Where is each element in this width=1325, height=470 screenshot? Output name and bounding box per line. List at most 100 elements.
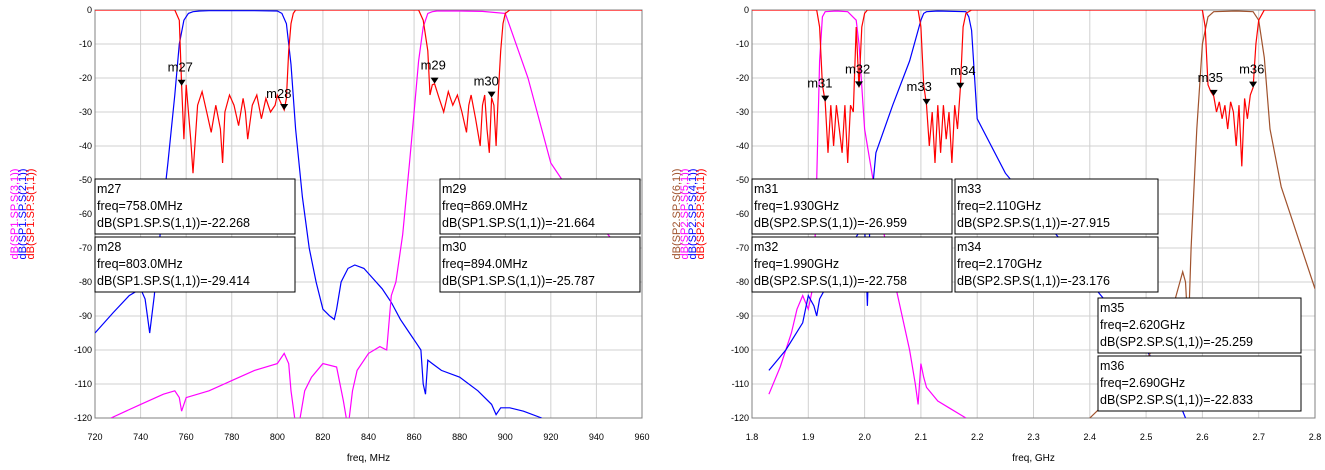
- marker-readout-line: freq=894.0MHz: [442, 257, 528, 271]
- marker-readout-m36: m36 freq=2.690GHz dB(SP2.SP.S(1,1))=-22.83…: [1097, 355, 1302, 412]
- y-tick-label: -50: [736, 175, 749, 185]
- marker-readout-m27: m27 freq=758.0MHz dB(SP1.SP.S(1,1))=-22.26…: [94, 178, 296, 235]
- series-group: [95, 10, 642, 418]
- marker-readout-line: dB(SP1.SP.S(1,1))=-22.268: [97, 216, 250, 230]
- marker-readout-m31: m31 freq=1.930GHz dB(SP2.SP.S(1,1))=-26.95…: [751, 178, 953, 235]
- x-tick-label: 760: [179, 432, 194, 442]
- marker-m29-label: m29: [421, 58, 446, 73]
- y-tick-label: -60: [736, 209, 749, 219]
- marker-readout-line: m36: [1100, 359, 1124, 373]
- x-tick-label: 720: [87, 432, 102, 442]
- marker-m31-triangle: [821, 95, 830, 102]
- y-tick-label: -90: [736, 311, 749, 321]
- marker-m32-triangle: [854, 81, 863, 88]
- marker-readout-line: dB(SP2.SP.S(1,1))=-22.833: [1100, 393, 1253, 407]
- marker-readout-m34: m34 freq=2.170GHz dB(SP2.SP.S(1,1))=-23.17…: [954, 236, 1159, 293]
- marker-readout-m28: m28 freq=803.0MHz dB(SP1.SP.S(1,1))=-29.41…: [94, 236, 296, 293]
- series-line-3: [95, 10, 642, 174]
- marker-readout-line: freq=1.930GHz: [754, 199, 839, 213]
- y-tick-label: -110: [75, 379, 92, 389]
- marker-m36-label: m36: [1239, 62, 1264, 77]
- y-tick-label: -80: [736, 277, 749, 287]
- y-axis-title-part: dB(SP2.SP.S(1,1)): [695, 169, 707, 260]
- marker-m27-label: m27: [168, 60, 193, 75]
- x-tick-label: 800: [270, 432, 285, 442]
- y-tick-label: -20: [736, 73, 749, 83]
- x-axis-title: freq, GHz: [1012, 453, 1055, 464]
- y-tick-label: -10: [79, 39, 92, 49]
- marker-m34-triangle: [956, 82, 965, 89]
- y-tick-label: -110: [732, 379, 749, 389]
- marker-m29-triangle: [430, 77, 439, 84]
- y-tick-label: -50: [79, 175, 92, 185]
- marker-m28-label: m28: [266, 86, 291, 101]
- marker-m32-label: m32: [845, 61, 870, 76]
- x-tick-label: 880: [452, 432, 467, 442]
- x-tick-label: 960: [634, 432, 649, 442]
- x-tick-label: 1.9: [802, 432, 815, 442]
- marker-readout-line: dB(SP2.SP.S(1,1))=-23.176: [957, 274, 1110, 288]
- x-tick-label: 900: [498, 432, 513, 442]
- x-tick-label: 1.8: [746, 432, 759, 442]
- marker-m36-triangle: [1249, 81, 1258, 88]
- marker-readout-line: m30: [442, 240, 466, 254]
- marker-readout-line: m33: [957, 182, 981, 196]
- chart-panel-1: 720 740 760 780 800 820 840 860 880 900 920 940 960 0…: [9, 5, 650, 464]
- marker-readout-m32: m32 freq=1.990GHz dB(SP2.SP.S(1,1))=-22.75…: [751, 236, 953, 293]
- marker-readout-line: m35: [1100, 301, 1124, 315]
- series-line-2: [110, 10, 620, 418]
- x-tick-label: 2.3: [1027, 432, 1040, 442]
- marker-readout-line: dB(SP2.SP.S(1,1))=-25.259: [1100, 335, 1253, 349]
- x-tick-label: 820: [315, 432, 330, 442]
- marker-readout-line: dB(SP1.SP.S(1,1))=-29.414: [97, 274, 250, 288]
- marker-readout-line: m28: [97, 240, 121, 254]
- x-tick-label: 860: [407, 432, 422, 442]
- marker-readout-line: freq=2.620GHz: [1100, 318, 1185, 332]
- series-line-1: [95, 10, 542, 418]
- marker-readout-line: freq=1.990GHz: [754, 257, 839, 271]
- x-tick-label: 2.2: [971, 432, 984, 442]
- y-axis-title-part: dB(SP2.SP.S(4,1)): [687, 169, 699, 260]
- x-tick-label: 2.4: [1084, 432, 1097, 442]
- y-tick-label: -120: [74, 413, 92, 423]
- marker-m35-label: m35: [1198, 70, 1223, 85]
- marker-readout-m29: m29 freq=869.0MHz dB(SP1.SP.S(1,1))=-21.66…: [439, 178, 641, 235]
- y-tick-label: -120: [731, 413, 749, 423]
- y-tick-label: -100: [731, 345, 749, 355]
- marker-readout-line: dB(SP1.SP.S(1,1))=-21.664: [442, 216, 595, 230]
- y-axis-title: dB(SP2.SP.S(6,1))dB(SP2.SP.S(5,1))dB(SP2…: [671, 169, 707, 260]
- y-tick-label: -70: [79, 243, 92, 253]
- marker-m28-triangle: [280, 104, 289, 111]
- marker-readout-line: dB(SP2.SP.S(1,1))=-22.758: [754, 274, 907, 288]
- chart-panel-2: 1.8 1.9 2.0 2.1 2.2 2.3 2.4 2.5 2.6 2.7 2.8 0 -10 -20…: [671, 5, 1321, 464]
- marker-readout-m35: m35 freq=2.620GHz dB(SP2.SP.S(1,1))=-25.25…: [1097, 297, 1302, 354]
- marker-m33-label: m33: [907, 79, 932, 94]
- marker-readout-line: m27: [97, 182, 121, 196]
- y-tick-label: -90: [79, 311, 92, 321]
- x-tick-label: 940: [589, 432, 604, 442]
- marker-readout-line: freq=2.170GHz: [957, 257, 1042, 271]
- marker-readout-line: m31: [754, 182, 778, 196]
- y-axis-title-part: dB(SP1.SP.S(1,1)): [25, 169, 37, 260]
- y-tick-label: -10: [736, 39, 749, 49]
- marker-readout-line: m34: [957, 240, 981, 254]
- y-tick-label: -30: [736, 107, 749, 117]
- marker-readout-line: freq=869.0MHz: [442, 199, 528, 213]
- marker-m30-triangle: [487, 91, 496, 98]
- x-tick-label: 780: [224, 432, 239, 442]
- x-tick-label: 2.0: [858, 432, 871, 442]
- marker-m33-triangle: [922, 98, 931, 105]
- marker-m31-label: m31: [807, 76, 832, 91]
- y-tick-label: 0: [744, 5, 749, 15]
- x-tick-label: 840: [361, 432, 376, 442]
- y-tick-label: -80: [79, 277, 92, 287]
- y-tick-label: -70: [736, 243, 749, 253]
- marker-readout-m33: m33 freq=2.110GHz dB(SP2.SP.S(1,1))=-27.91…: [954, 178, 1159, 235]
- y-axis-title-part: dB(SP2.SP.S(6,1)): [671, 169, 683, 260]
- y-tick-label: -20: [79, 73, 92, 83]
- marker-readout-line: freq=2.110GHz: [957, 199, 1041, 213]
- marker-readout-line: freq=803.0MHz: [97, 257, 183, 271]
- y-tick-label: -40: [79, 141, 92, 151]
- y-tick-label: -30: [79, 107, 92, 117]
